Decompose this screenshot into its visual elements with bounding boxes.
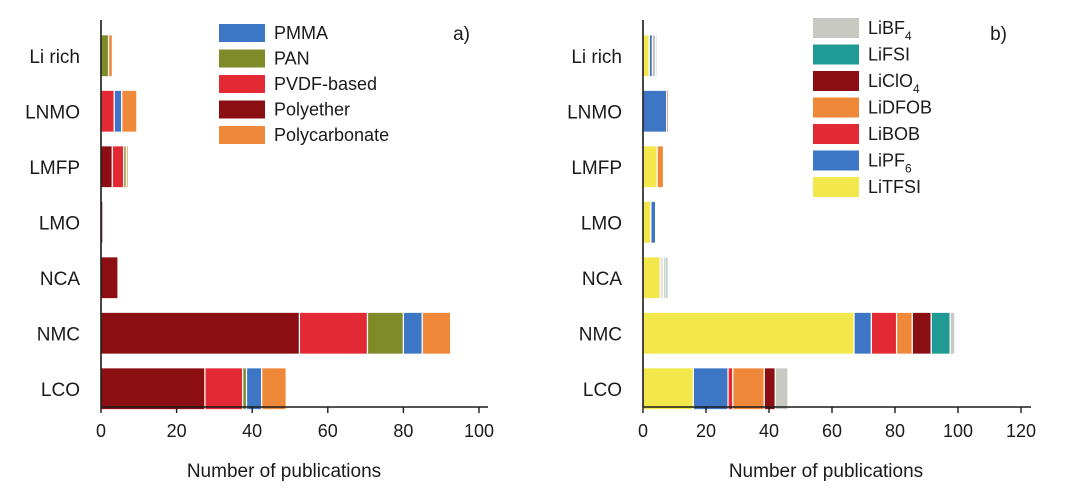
bar-nmc-lidfob	[895, 311, 913, 355]
bar-nca-polyether	[100, 256, 119, 300]
bar-lco-libob	[727, 367, 734, 411]
legend-swatch-libob	[813, 124, 859, 144]
x-tick-label: 20	[167, 421, 187, 441]
bar-lco-polycarbonate	[261, 367, 287, 411]
legend-label-polyether: Polyether	[274, 100, 350, 120]
x-tick-label: 120	[1006, 421, 1036, 441]
bar-li-rich-pan	[100, 34, 110, 78]
x-tick-label: 60	[822, 421, 842, 441]
legend-swatch-libf4	[813, 18, 859, 38]
category-label: NCA	[40, 269, 80, 290]
chart-panel-a: Li rich LNMO LMFP LMO NCA NMC LCO 0 20 40 60 80 100 N…	[25, 20, 494, 482]
bar-lco-libf4	[774, 367, 789, 411]
bar-lmfp-polycarbonate	[125, 145, 129, 189]
category-label: LCO	[41, 380, 80, 401]
category-label: NMC	[579, 324, 622, 345]
bar-nmc-liclo4	[911, 311, 932, 355]
legend-label-libob: LiBOB	[868, 124, 920, 144]
bar-lco-pmma	[245, 367, 263, 411]
bar-lnmo-lipf6	[642, 89, 668, 133]
x-tick-label: 20	[696, 421, 716, 441]
x-tick-label: 0	[96, 421, 106, 441]
category-label: Li rich	[571, 47, 622, 68]
bar-nmc-litfsi	[642, 311, 855, 355]
x-tick-label: 100	[464, 421, 494, 441]
bar-lmfp-pvdf-based	[111, 145, 125, 189]
category-label: NMC	[37, 324, 80, 345]
legend-swatch-lipf6	[813, 150, 859, 171]
bar-nca-litfsi	[642, 256, 661, 300]
legend-swatch-pmma	[219, 24, 265, 42]
bar-nmc-libob	[870, 311, 898, 355]
category-label: LCO	[583, 380, 622, 401]
legend-label-polycarbonate: Polycarbonate	[274, 125, 389, 145]
legend-label-libf4: LiBF4	[868, 18, 912, 43]
bar-nmc-pan	[366, 311, 404, 355]
legend-swatch-litfsi	[813, 177, 859, 197]
bar-nmc-libf4	[949, 311, 956, 355]
bar-lnmo-liclo4	[666, 89, 669, 133]
bar-nmc-lipf6	[853, 311, 872, 355]
bar-li-rich-libf4	[654, 34, 658, 78]
x-tick-label: 0	[638, 421, 648, 441]
legend-swatch-lifsi	[813, 44, 859, 65]
legend-swatch-pan	[219, 49, 265, 68]
bar-lnmo-polycarbonate	[121, 89, 138, 133]
legend-swatch-liclo4	[813, 71, 859, 91]
bar-lco-pvdf-based	[204, 367, 244, 411]
panel-label: a)	[453, 24, 470, 45]
category-label: LMO	[581, 213, 622, 234]
bar-nmc-polyether	[100, 311, 301, 355]
x-tick-label: 60	[318, 421, 338, 441]
bar-lnmo-pvdf-based	[100, 89, 115, 133]
legend-label-lifsi: LiFSI	[868, 45, 910, 65]
legend-swatch-polycarbonate	[219, 126, 265, 144]
bar-li-rich-litfsi	[642, 34, 650, 78]
bar-lmfp-lidfob	[656, 145, 665, 189]
category-label: Li rich	[29, 47, 80, 68]
bar-lnmo-pmma	[113, 89, 123, 133]
category-label: LMFP	[571, 158, 622, 179]
bar-nca-libf4	[664, 256, 669, 300]
bar-lco-lidfob	[732, 367, 765, 411]
x-tick-label: 80	[885, 421, 905, 441]
bar-li-rich-polycarbonate	[107, 34, 113, 78]
category-label: LNMO	[25, 102, 80, 123]
category-label: NCA	[582, 269, 622, 290]
bar-nmc-lifsi	[930, 311, 951, 355]
legend-swatch-polyether	[219, 100, 265, 119]
bar-nmc-pmma	[402, 311, 423, 355]
legend-label-pan: PAN	[274, 49, 310, 69]
bar-lmfp-polyether	[100, 145, 113, 189]
legend-label-pmma: PMMA	[274, 23, 328, 43]
legend-label-pvdf-based: PVDF-based	[274, 74, 377, 94]
bar-nmc-polycarbonate	[421, 311, 452, 355]
legend-swatch-lidfob	[813, 97, 859, 118]
legend-label-litfsi: LiTFSI	[868, 177, 921, 197]
bar-lmo-litfsi	[642, 200, 652, 244]
panel-label: b)	[990, 24, 1007, 45]
bar-lco-litfsi	[642, 367, 695, 411]
bar-lco-lipf6	[692, 367, 729, 411]
category-label: LNMO	[567, 102, 622, 123]
bar-nmc-pvdf-based	[298, 311, 369, 355]
x-tick-label: 80	[393, 421, 413, 441]
legend-label-lipf6: LiPF6	[868, 151, 912, 176]
category-label: LMFP	[29, 158, 80, 179]
legend-label-lidfob: LiDFOB	[868, 98, 932, 118]
x-tick-label: 100	[943, 421, 973, 441]
x-axis-label: Number of publications	[729, 461, 923, 482]
x-tick-label: 40	[242, 421, 262, 441]
category-label: LMO	[39, 213, 80, 234]
bar-lco-liclo4	[763, 367, 776, 411]
legend-label-liclo4: LiClO4	[868, 71, 920, 96]
legend-swatch-pvdf-based	[219, 75, 265, 93]
bar-lmo-lipf6	[650, 200, 657, 244]
x-tick-label: 40	[759, 421, 779, 441]
chart-panel-b: Li rich LNMO LMFP LMO NCA NMC LCO 0 20 40 60 80 100 1…	[567, 18, 1036, 482]
bar-lmfp-litfsi	[642, 145, 658, 189]
bar-lco-polyether	[100, 367, 206, 411]
x-axis-label: Number of publications	[187, 461, 381, 482]
